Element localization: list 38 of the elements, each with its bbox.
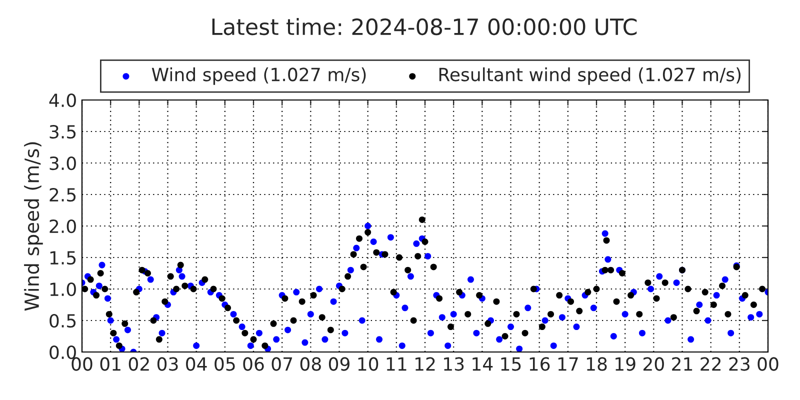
- x-tick-label: 14: [472, 357, 493, 371]
- y-tick-label: 1.5: [50, 251, 76, 265]
- legend-label: Wind speed (1.027 m/s): [152, 67, 366, 85]
- x-tick-label: 19: [616, 357, 636, 371]
- x-tick-label: 17: [558, 357, 578, 371]
- x-tick-label: 07: [272, 357, 292, 371]
- y-tick-label: 2.5: [50, 188, 76, 202]
- x-tick-label: 11: [386, 357, 406, 371]
- x-tick-label: 02: [128, 357, 149, 371]
- y-tick-label: 2.0: [50, 219, 76, 234]
- y-tick-label: 1.0: [50, 282, 76, 296]
- x-tick-label: 23: [729, 357, 750, 371]
- x-tick-label: 16: [530, 357, 550, 371]
- x-tick-label: 04: [186, 357, 207, 371]
- x-tick-label: 20: [644, 357, 664, 371]
- x-tick-label: 00: [72, 357, 92, 371]
- x-tick-label: 12: [415, 357, 435, 371]
- x-tick-label: 21: [672, 357, 692, 371]
- y-tick-label: 0.0: [50, 345, 76, 360]
- x-tick-label: 01: [100, 357, 120, 371]
- x-tick-label: 10: [358, 357, 378, 371]
- x-tick-label: 09: [328, 357, 350, 371]
- x-tick-label: 08: [300, 357, 321, 371]
- y-axis-title: Wind speed (m/s): [24, 142, 43, 311]
- x-tick-label: 00: [758, 357, 778, 371]
- x-tick-label: 15: [501, 357, 521, 371]
- x-tick-label: 13: [444, 357, 464, 371]
- legend-label: Resultant wind speed (1.027 m/s): [439, 67, 741, 85]
- y-tick-label: 3.5: [50, 124, 76, 139]
- x-tick-label: 05: [214, 357, 235, 371]
- y-tick-label: 0.5: [50, 314, 76, 328]
- y-tick-label: 4.0: [49, 93, 76, 108]
- x-tick-label: 03: [157, 357, 178, 371]
- x-tick-label: 18: [586, 357, 607, 371]
- y-tick-label: 3.0: [50, 156, 76, 170]
- x-tick-label: 22: [700, 357, 721, 371]
- x-tick-label: 06: [243, 357, 264, 371]
- chart-title: Latest time: 2024-08-17 00:00:00 UTC: [212, 18, 637, 36]
